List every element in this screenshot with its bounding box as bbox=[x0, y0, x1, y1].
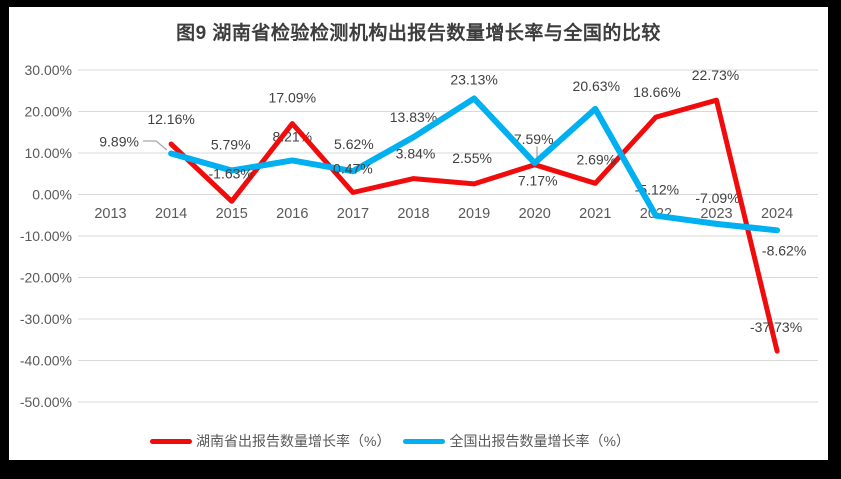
y-axis-tick-label: 10.00% bbox=[25, 145, 72, 161]
data-label-national: -8.62% bbox=[762, 242, 806, 258]
data-label-national: 23.13% bbox=[450, 72, 497, 88]
data-label-national: -7.09% bbox=[695, 190, 739, 206]
x-axis-tick-label: 2017 bbox=[337, 206, 369, 222]
legend-label-hunan: 湖南省出报告数量增长率（%） bbox=[196, 433, 391, 449]
y-axis-tick-label: -50.00% bbox=[20, 394, 72, 410]
y-axis-tick-label: 30.00% bbox=[25, 62, 72, 78]
legend-item-national: 全国出报告数量增长率（%） bbox=[403, 431, 630, 451]
data-label-hunan: 18.66% bbox=[633, 84, 680, 100]
y-axis-tick-label: -20.00% bbox=[20, 270, 72, 286]
chart-title: 图9 湖南省检验检测机构出报告数量增长率与全国的比较 bbox=[176, 23, 661, 44]
series-line-national bbox=[168, 95, 781, 234]
x-axis-tick-label: 2016 bbox=[276, 206, 308, 222]
data-label-national: 5.62% bbox=[334, 136, 374, 152]
legend-label-national: 全国出报告数量增长率（%） bbox=[449, 433, 630, 449]
data-label-hunan: 0.47% bbox=[333, 161, 373, 177]
data-label-national: 9.89% bbox=[99, 133, 139, 149]
x-axis-tick-label: 2014 bbox=[155, 206, 187, 222]
legend-swatch-national-blue-line bbox=[403, 438, 446, 444]
data-label-national: 20.63% bbox=[573, 78, 620, 94]
data-label-national: 7.59% bbox=[514, 131, 554, 147]
data-label-hunan: 2.69% bbox=[576, 151, 616, 167]
data-label-hunan: 12.16% bbox=[147, 111, 194, 127]
data-label-hunan: -37.73% bbox=[750, 319, 802, 335]
legend-swatch-hunan-red-line bbox=[150, 438, 192, 444]
x-axis-tick-label: 2021 bbox=[579, 206, 611, 222]
data-label-hunan: 2.55% bbox=[452, 150, 492, 166]
x-axis-tick-label: 2018 bbox=[397, 206, 429, 222]
data-label-hunan: 17.09% bbox=[269, 90, 316, 106]
data-label-national: 5.79% bbox=[211, 136, 251, 152]
y-axis-tick-label: -10.00% bbox=[20, 228, 72, 244]
x-axis-tick-label: 2024 bbox=[761, 206, 793, 222]
y-axis-tick-label: -40.00% bbox=[20, 353, 72, 369]
data-label-hunan: -1.63% bbox=[209, 165, 253, 181]
data-label-hunan: 3.84% bbox=[396, 146, 436, 162]
data-label-hunan: 7.17% bbox=[518, 173, 558, 189]
x-axis-tick-label: 2013 bbox=[94, 206, 126, 222]
legend-item-hunan: 湖南省出报告数量增长率（%） bbox=[150, 431, 390, 451]
x-axis-tick-label: 2015 bbox=[216, 206, 248, 222]
chart-legend: 湖南省出报告数量增长率（%） 全国出报告数量增长率（%） bbox=[150, 431, 630, 451]
x-axis-tick-label: 2020 bbox=[519, 206, 551, 222]
x-axis-tick-label: 2019 bbox=[458, 206, 490, 222]
x-axis-tick-label: 2023 bbox=[700, 206, 732, 222]
chart-plot-area: 30.00% 20.00% 10.00% 0.00% -10.00% -20.00% -30… bbox=[20, 62, 818, 410]
y-axis-tick-label: 0.00% bbox=[32, 187, 72, 203]
chart-canvas: 图9 湖南省检验检测机构出报告数量增长率与全国的比较 30.00% 20.00% 1… bbox=[9, 7, 828, 460]
y-axis-tick-label: 20.00% bbox=[25, 104, 72, 120]
y-axis-tick-label: -30.00% bbox=[20, 311, 72, 327]
data-label-hunan: 22.73% bbox=[692, 67, 739, 83]
data-label-national: 13.83% bbox=[390, 109, 437, 125]
label-leader-line bbox=[143, 140, 168, 151]
series-line-hunan bbox=[168, 97, 780, 354]
